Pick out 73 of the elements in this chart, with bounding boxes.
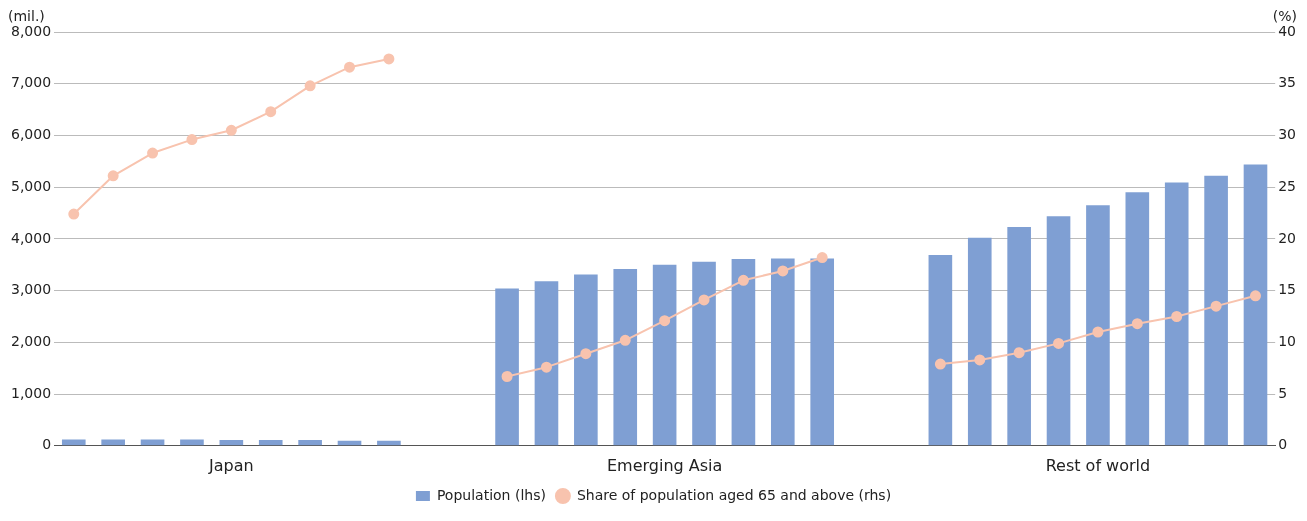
point [344, 61, 356, 73]
point [68, 208, 80, 220]
point [1249, 290, 1261, 302]
y-tick-label: 8,000 [10, 22, 52, 39]
x-tick-label: Emerging Asia [606, 455, 723, 475]
bar [534, 281, 559, 446]
y-tick-label: 2,000 [10, 332, 52, 349]
y2-tick-label: 30 [1278, 126, 1297, 143]
point [934, 358, 946, 370]
legend-label: Population (lhs) [436, 486, 546, 503]
point [659, 315, 671, 327]
y2-tick-label: 40 [1278, 22, 1297, 39]
point [974, 354, 986, 366]
point [304, 80, 316, 92]
point [698, 294, 710, 306]
point [1092, 326, 1104, 338]
bar [258, 440, 283, 446]
bar [731, 259, 756, 446]
y2-tick-label: 10 [1278, 332, 1297, 349]
y-tick-label: 6,000 [10, 126, 52, 143]
bar [219, 440, 244, 446]
point [816, 252, 828, 264]
point [501, 370, 513, 382]
y2-tick-label: 35 [1278, 74, 1297, 91]
point [580, 348, 592, 360]
bar [1007, 227, 1031, 446]
point [1210, 300, 1222, 312]
x-tick-label: Japan [208, 455, 254, 475]
point [1013, 347, 1025, 359]
bar [967, 237, 992, 446]
point [107, 170, 119, 182]
point [1171, 310, 1183, 322]
y-tick-label: 7,000 [10, 74, 52, 91]
bar [770, 258, 795, 446]
bar [1204, 175, 1228, 446]
point [1131, 318, 1143, 330]
bar [574, 274, 598, 446]
bar [652, 264, 677, 446]
bar [495, 288, 519, 446]
bar [1125, 192, 1150, 446]
bar [928, 254, 953, 446]
y-tick-label: 3,000 [10, 281, 52, 298]
legend-label: Share of population aged 65 and above (rhs) [576, 486, 892, 503]
y-tick-label: 0 [42, 436, 52, 453]
bar [692, 261, 716, 446]
y2-tick-label: 20 [1278, 229, 1297, 246]
bar [613, 268, 638, 446]
y2-axis-title: (%) [1272, 7, 1297, 24]
point [147, 147, 159, 159]
bar [810, 258, 835, 446]
bar [1243, 164, 1268, 446]
point [186, 134, 198, 146]
point [540, 361, 552, 373]
point [777, 265, 789, 277]
y-axis-title: (mil.) [8, 7, 45, 24]
bar [1046, 216, 1071, 446]
y2-tick-label: 25 [1278, 177, 1297, 194]
y-tick-label: 5,000 [10, 177, 52, 194]
bar [298, 440, 322, 446]
point [737, 274, 749, 286]
y2-tick-label: 0 [1278, 436, 1288, 453]
point [265, 106, 277, 118]
y-tick-label: 1,000 [10, 384, 52, 401]
point [1053, 337, 1065, 349]
point [619, 334, 631, 346]
y2-tick-label: 15 [1278, 281, 1297, 298]
bar [1164, 182, 1189, 446]
bar [1086, 205, 1110, 446]
point [383, 53, 395, 65]
y-tick-label: 4,000 [10, 229, 52, 246]
y2-tick-label: 5 [1278, 384, 1288, 401]
point [225, 124, 237, 136]
x-tick-label: Rest of world [1045, 455, 1151, 475]
